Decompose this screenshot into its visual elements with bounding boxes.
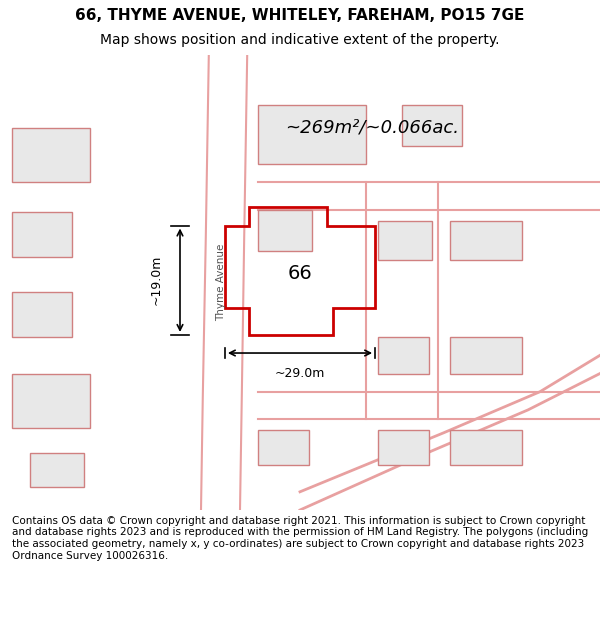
Text: 66, THYME AVENUE, WHITELEY, FAREHAM, PO15 7GE: 66, THYME AVENUE, WHITELEY, FAREHAM, PO1… (76, 8, 524, 23)
FancyBboxPatch shape (450, 431, 522, 464)
FancyBboxPatch shape (30, 453, 84, 488)
FancyBboxPatch shape (378, 221, 432, 260)
FancyBboxPatch shape (12, 374, 90, 428)
Text: ~269m²/~0.066ac.: ~269m²/~0.066ac. (285, 119, 459, 137)
FancyBboxPatch shape (12, 292, 72, 337)
Text: 66: 66 (287, 264, 313, 283)
FancyBboxPatch shape (378, 431, 429, 464)
FancyBboxPatch shape (258, 105, 366, 164)
Polygon shape (198, 55, 246, 510)
FancyBboxPatch shape (450, 337, 522, 374)
Text: Map shows position and indicative extent of the property.: Map shows position and indicative extent… (100, 32, 500, 47)
Text: Contains OS data © Crown copyright and database right 2021. This information is : Contains OS data © Crown copyright and d… (12, 516, 588, 561)
FancyBboxPatch shape (378, 337, 429, 374)
FancyBboxPatch shape (12, 212, 72, 258)
FancyBboxPatch shape (258, 210, 312, 251)
FancyBboxPatch shape (402, 105, 462, 146)
FancyBboxPatch shape (450, 221, 522, 260)
FancyBboxPatch shape (258, 431, 309, 464)
Text: ~19.0m: ~19.0m (149, 255, 163, 306)
Text: ~29.0m: ~29.0m (275, 367, 325, 380)
FancyBboxPatch shape (12, 127, 90, 182)
Text: Thyme Avenue: Thyme Avenue (216, 244, 226, 321)
